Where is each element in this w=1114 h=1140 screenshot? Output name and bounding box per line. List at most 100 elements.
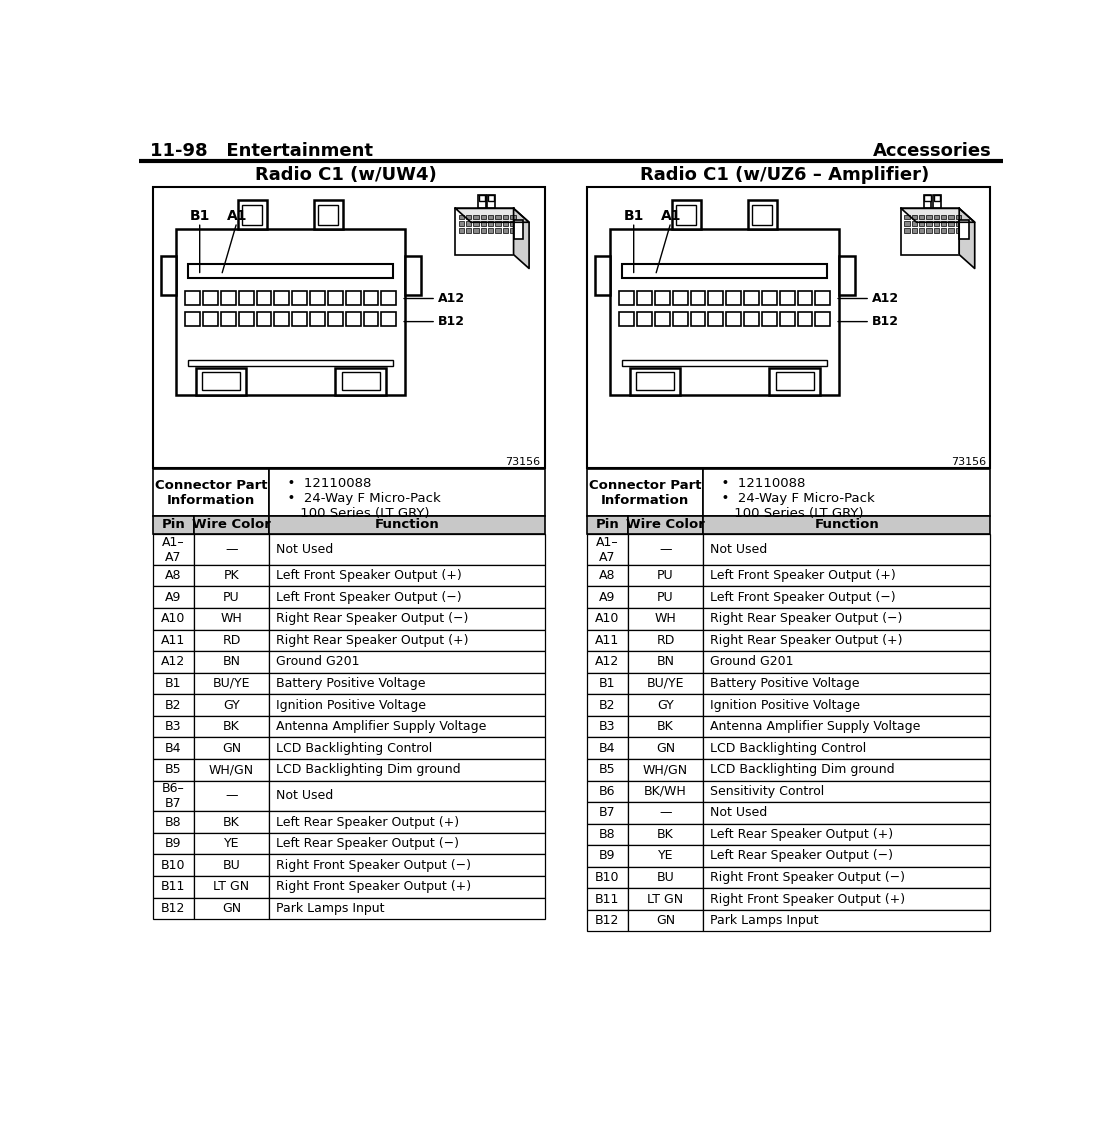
Text: B1: B1 [624,209,644,223]
Bar [328,291,343,306]
Bar [905,214,910,219]
Text: A11: A11 [595,634,619,646]
Bar [510,221,516,226]
Bar [911,221,917,226]
Bar [587,673,627,694]
Bar [703,629,990,651]
Bar [466,228,471,233]
Bar [673,311,687,326]
Bar [194,716,270,738]
Text: Function: Function [814,519,879,531]
Bar [934,195,940,201]
Bar [256,311,272,326]
Bar [587,694,627,716]
Text: A1: A1 [226,209,247,223]
Text: Connector Part
Information: Connector Part Information [589,479,702,506]
Bar [270,629,545,651]
Bar [480,221,486,226]
Text: A11: A11 [162,634,185,646]
Bar [587,565,627,586]
Bar [956,214,961,219]
Bar [221,311,236,326]
Bar [154,897,194,919]
Text: B9: B9 [165,837,182,850]
Bar [238,311,254,326]
Polygon shape [959,209,975,268]
Bar [496,214,501,219]
Bar [488,214,494,219]
Bar [587,470,703,515]
Bar [381,291,397,306]
Bar [194,586,270,608]
Bar [342,373,380,390]
Bar [194,694,270,716]
Bar [194,673,270,694]
Text: Antenna Amplifier Supply Voltage: Antenna Amplifier Supply Voltage [710,720,920,733]
Text: B11: B11 [595,893,619,905]
Text: Not Used: Not Used [275,543,333,556]
Polygon shape [514,209,529,268]
Text: WH: WH [655,612,676,626]
Bar [203,291,218,306]
Text: PU: PU [657,591,674,604]
Text: GN: GN [656,914,675,927]
Bar [934,228,939,233]
Bar [466,221,471,226]
Bar [595,256,610,294]
Text: GY: GY [657,699,674,711]
Bar [744,291,759,306]
Text: LCD Backlighting Dim ground: LCD Backlighting Dim ground [710,764,895,776]
Bar [154,651,194,673]
Text: WH/GN: WH/GN [643,764,688,776]
Text: Left Rear Speaker Output (−): Left Rear Speaker Output (−) [275,837,459,850]
Bar [815,311,830,326]
Bar [691,291,705,306]
Bar [587,535,627,565]
Bar [473,228,479,233]
Text: Not Used: Not Used [710,806,766,820]
Text: 73156: 73156 [951,457,986,466]
Text: BU: BU [656,871,674,884]
Text: PU: PU [223,591,240,604]
Bar [154,812,194,833]
Bar [934,221,939,226]
Text: B10: B10 [162,858,186,872]
Text: •  12110088
  •  24-Way F Micro-Pack
     100 Series (LT GRY): • 12110088 • 24-Way F Micro-Pack 100 Ser… [278,478,440,520]
Bar [310,291,325,306]
Bar [815,291,830,306]
Bar [587,866,627,888]
Bar [932,195,940,209]
Bar [274,311,290,326]
Bar [627,845,703,866]
Text: B12: B12 [438,315,465,328]
Text: A10: A10 [162,612,186,626]
Bar [310,311,325,326]
Bar [502,214,508,219]
Text: B3: B3 [165,720,182,733]
Bar [941,228,947,233]
Bar [703,565,990,586]
Text: BN: BN [223,656,241,668]
Bar [270,470,545,515]
Bar [194,759,270,781]
Text: 11-98   Entertainment: 11-98 Entertainment [150,141,373,160]
Bar [194,651,270,673]
Bar [270,565,545,586]
Bar [770,368,820,394]
Text: Left Front Speaker Output (+): Left Front Speaker Output (+) [710,569,896,583]
Bar [328,311,343,326]
Text: A12: A12 [871,292,899,306]
Bar [637,291,652,306]
Bar [703,673,990,694]
Text: B8: B8 [165,815,182,829]
Bar [514,220,522,239]
Text: A12: A12 [162,656,185,668]
Bar [194,515,270,535]
Bar [496,221,501,226]
Polygon shape [901,209,975,222]
Bar [627,759,703,781]
Text: B10: B10 [595,871,619,884]
Bar [154,187,545,467]
Text: LCD Backlighting Control: LCD Backlighting Control [275,742,432,755]
Text: GN: GN [222,902,241,914]
